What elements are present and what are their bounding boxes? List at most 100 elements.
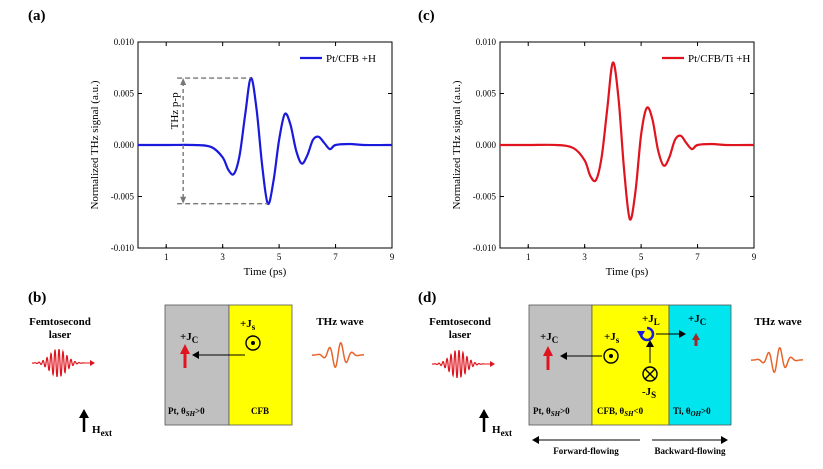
thz-label: THz wave: [754, 316, 801, 328]
mjs-label: -J: [642, 386, 652, 398]
diagram-d: Femtosecond laser Hext Pt, θSH>0 CFB, θS…: [429, 304, 803, 456]
wave-path: [751, 347, 803, 373]
charge-current-arrow-icon: [180, 344, 190, 368]
y-axis-label: Normalized THz signal (a.u.): [89, 80, 101, 209]
y-tick-label: -0.005: [473, 192, 497, 202]
orbital-rotation-icon: [637, 326, 655, 342]
wave-path: [31, 348, 85, 378]
y-tick-label: 0.005: [114, 89, 135, 99]
jc-label: +J: [540, 331, 552, 343]
svg-text:Pt, θSH>0: Pt, θSH>0: [533, 406, 570, 418]
diagram-b: Femtosecond laser Hext Pt, θSH>0 CFB +JC…: [29, 304, 364, 438]
y-tick-label: -0.005: [111, 192, 135, 202]
field-sub: ext: [101, 428, 113, 438]
y-tick-label: -0.010: [111, 243, 135, 253]
spin-current-arrow-icon: [192, 351, 245, 359]
panel-label-a: (a): [28, 8, 46, 24]
y-tick-label: 0.000: [476, 140, 497, 150]
y-tick-label: 0.000: [114, 140, 135, 150]
jc-label: +J: [180, 331, 192, 343]
spin-current-arrow-icon: [560, 352, 602, 360]
spin-in-icon: [642, 366, 658, 382]
laser-label-line2: laser: [449, 329, 472, 341]
spin-out-icon: [245, 335, 261, 351]
backward-flowing-label: Backward-flowing: [654, 446, 726, 456]
x-tick-label: 1: [164, 252, 169, 262]
x-tick-label: 7: [695, 252, 700, 262]
x-axis-label: Time (ps): [244, 266, 287, 278]
svg-text:+JC: +JC: [688, 313, 706, 327]
x-tick-label: 1: [526, 252, 531, 262]
x-tick-label: 3: [220, 252, 225, 262]
svg-text:Hext: Hext: [492, 424, 512, 438]
laser-label-line1: Femtosecond: [29, 316, 91, 328]
panel-label-c: (c): [418, 8, 435, 24]
x-tick-label: 7: [333, 252, 338, 262]
field-label: H: [492, 424, 501, 436]
forward-flow-arrow: [532, 436, 640, 444]
orbital-current-arrow-icon: [656, 330, 686, 338]
laser-arrow-head: [490, 361, 495, 367]
panel-label-d: (d): [418, 290, 436, 306]
layer-cfb: [228, 304, 293, 426]
x-tick-label: 9: [390, 252, 395, 262]
svg-text:+Js: +Js: [240, 318, 256, 332]
field-sub: ext: [501, 428, 513, 438]
laser-arrow-head: [90, 360, 95, 366]
panel-label-b: (b): [28, 290, 46, 306]
svg-text:+JL: +JL: [642, 313, 660, 327]
wave-path: [312, 342, 364, 368]
field-arrow-icon: [479, 409, 489, 432]
laser-label-line2: laser: [49, 329, 72, 341]
x-tick-label: 5: [639, 252, 644, 262]
x-tick-label: 3: [582, 252, 587, 262]
y-tick-label: 0.005: [476, 89, 497, 99]
svg-text:Hext: Hext: [92, 424, 112, 438]
jc2-label: +J: [688, 313, 700, 325]
svg-text:Ti, θOH>0: Ti, θOH>0: [673, 406, 711, 418]
x-tick-label: 5: [277, 252, 282, 262]
layer-cfb-label: CFB, θ: [597, 406, 625, 416]
series-line: [500, 61, 755, 221]
svg-text:Pt, θSH>0: Pt, θSH>0: [168, 406, 205, 418]
layer-pt: [528, 304, 593, 426]
spin-up-arrow-icon: [646, 340, 654, 363]
spin-out-icon: [603, 348, 619, 364]
svg-text:-JS: -JS: [642, 386, 656, 400]
y-tick-label: 0.010: [114, 37, 135, 47]
field-arrow-icon: [79, 409, 89, 432]
chart-a: 1 3 5 7 9 -0.010 -0.005 0.000 0.005 0.010 Normaliz…: [89, 37, 395, 278]
x-axis-label: Time (ps): [606, 266, 649, 278]
pp-annotation: THz p-p: [169, 92, 181, 129]
charge-current-arrow-icon: [543, 346, 553, 370]
legend-label: Pt/CFB +H: [326, 53, 376, 65]
layer-pt: [164, 304, 230, 426]
layer-cfb: [591, 304, 670, 426]
thz-wave-icon: [751, 347, 803, 373]
forward-flowing-label: Forward-flowing: [553, 446, 619, 456]
wave-path: [431, 349, 485, 379]
backward-flow-arrow: [652, 436, 728, 444]
y-tick-label: -0.010: [473, 243, 497, 253]
svg-text:+JC: +JC: [180, 331, 198, 345]
layer-ti: [668, 304, 732, 426]
x-tick-label: 9: [752, 252, 757, 262]
layer-pt-label: Pt, θ: [168, 406, 186, 416]
layer-pt-label: Pt, θ: [533, 406, 551, 416]
pp-arrow-up: [180, 78, 187, 86]
laser-label-line1: Femtosecond: [429, 316, 491, 328]
svg-text:+Js: +Js: [604, 331, 620, 345]
js-label: +J: [240, 318, 252, 330]
chart-c: 1 3 5 7 9 -0.010 -0.005 0.000 0.005 0.010 Normaliz…: [451, 37, 757, 278]
thz-wave-icon: [312, 342, 364, 368]
laser-pulse-icon: [431, 349, 495, 379]
field-label: H: [92, 424, 101, 436]
y-axis-label: Normalized THz signal (a.u.): [451, 80, 463, 209]
pp-arrow-down: [180, 196, 187, 204]
layer-ti-label: Ti, θ: [673, 406, 691, 416]
legend-label: Pt/CFB/Ti +H: [688, 53, 750, 65]
js-label: +J: [604, 331, 616, 343]
y-tick-label: 0.010: [476, 37, 497, 47]
charge-current-arrow-icon: [692, 333, 700, 346]
